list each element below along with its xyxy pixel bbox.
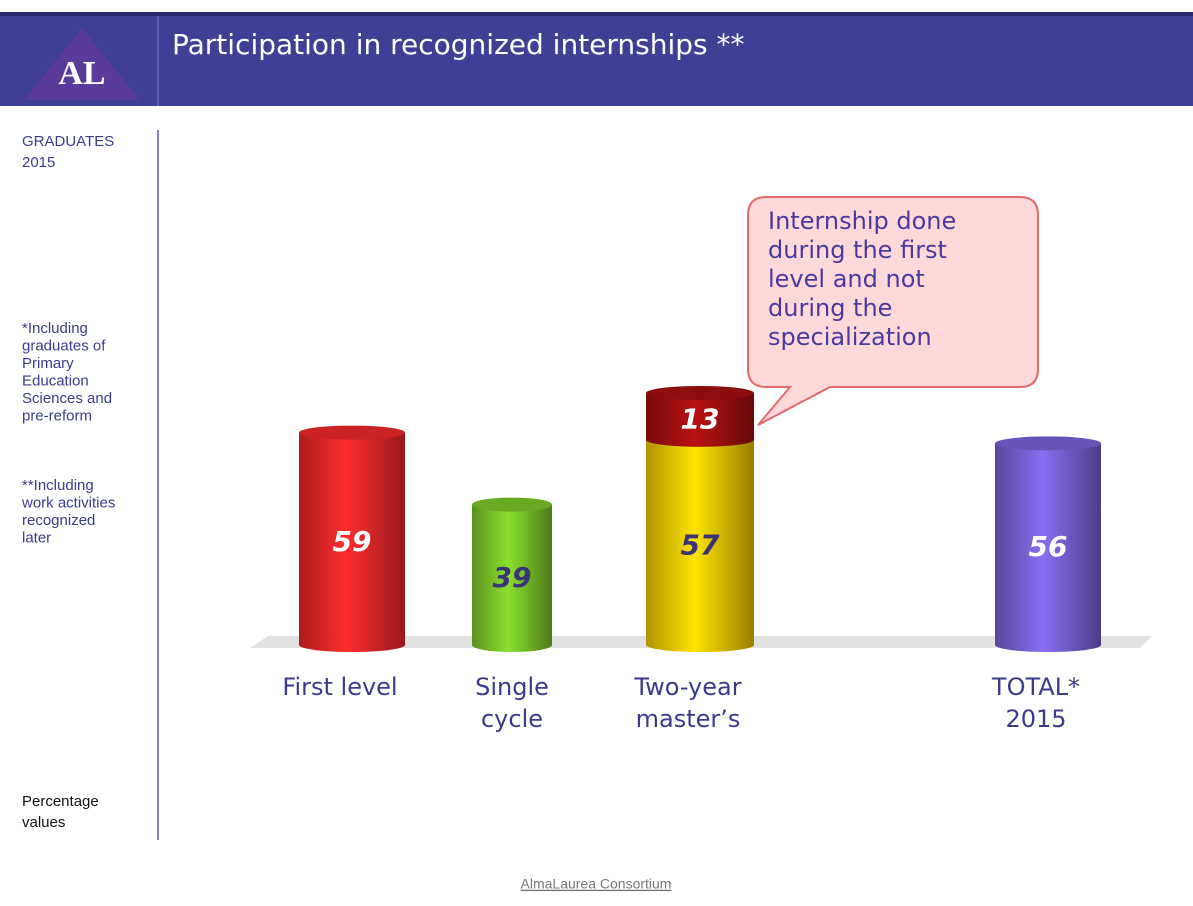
bar-segment [299, 432, 405, 645]
value-label: 57 [681, 528, 720, 561]
note: Education [22, 372, 89, 389]
cohort-label: 2015 [22, 154, 55, 171]
x-tick-label: cycle [481, 705, 543, 733]
annotation: during the [768, 294, 892, 322]
annotation: Internship done [768, 207, 956, 235]
annotation: during the first [768, 236, 947, 264]
note: later [22, 529, 51, 546]
x-tick-label: Single [475, 673, 549, 701]
logo-shape [24, 28, 140, 100]
bar-cap [299, 425, 405, 440]
title: Participation in recognized internships … [172, 28, 745, 61]
x-tick-label: master’s [636, 705, 741, 733]
note: **Including [22, 477, 94, 494]
note: recognized [22, 512, 95, 529]
logo: AL [58, 55, 105, 92]
bar-bottom [646, 432, 754, 447]
value-label: 56 [1029, 530, 1068, 563]
x-tick-label: TOTAL* [991, 673, 1080, 701]
x-tick-label: Two-year [633, 673, 741, 701]
units-label: Percentage [22, 793, 99, 810]
cohort-label: GRADUATES [22, 133, 114, 150]
bar-cap [646, 386, 754, 400]
header-bar [0, 12, 1193, 106]
bar-cap [472, 497, 552, 512]
annotation: specialization [768, 323, 932, 351]
value-label: 13 [681, 402, 720, 435]
note: Sciences and [22, 390, 112, 407]
annotation: level and not [768, 265, 925, 293]
bar-bottom [472, 638, 552, 652]
note: work activities [21, 494, 115, 511]
note: Primary [22, 355, 74, 372]
callout [747, 196, 1039, 426]
note: graduates of [22, 337, 106, 354]
note: pre-reform [22, 407, 92, 424]
bar-segment [646, 439, 754, 645]
footer: AlmaLaurea Consortium [521, 876, 672, 892]
x-tick-label: 2015 [1005, 705, 1066, 733]
bar-segment [995, 443, 1101, 645]
note: *Including [22, 320, 88, 337]
bar-segment [472, 504, 552, 645]
bar-bottom [299, 638, 405, 652]
value-label: 39 [493, 561, 532, 594]
bar-bottom [646, 638, 754, 652]
units-label: values [22, 814, 65, 831]
value-label: 59 [333, 525, 372, 558]
bar-segment [646, 393, 754, 440]
bar-bottom [995, 638, 1101, 652]
bar-cap [995, 436, 1101, 451]
x-tick-label: First level [282, 673, 397, 701]
header-rule [0, 12, 1193, 16]
